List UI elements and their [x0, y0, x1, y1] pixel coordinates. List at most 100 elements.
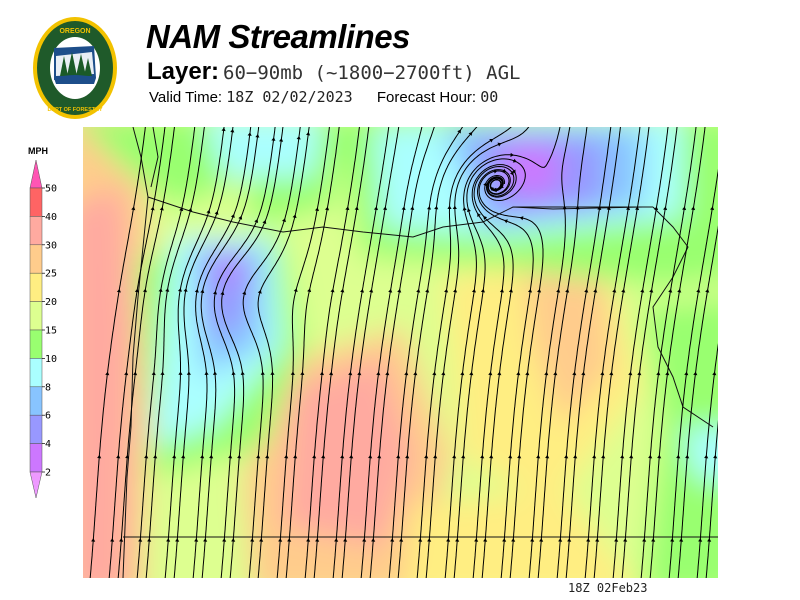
- streamline-arrowhead: [477, 213, 481, 218]
- streamline-arrowhead: [329, 371, 334, 376]
- streamline-arrowhead: [592, 454, 597, 459]
- forecast-hour-value: 00: [480, 88, 499, 106]
- streamline-arrowhead: [480, 288, 485, 293]
- streamline: [313, 127, 370, 578]
- streamline: [473, 165, 515, 578]
- streamline-arrowhead: [271, 137, 276, 141]
- streamline-arrowhead: [314, 207, 320, 212]
- streamline-arrowhead: [712, 371, 717, 376]
- streamline-arrowhead: [626, 206, 631, 211]
- streamline-arrowhead: [684, 371, 689, 376]
- streamline-arrowhead: [457, 129, 461, 134]
- streamline-arrowhead: [231, 371, 236, 376]
- streamline-arrowhead: [270, 371, 275, 375]
- streamline-arrowhead: [537, 288, 542, 293]
- streamline: [476, 169, 534, 578]
- streamline-arrowhead: [710, 206, 715, 211]
- streamline: [565, 127, 621, 578]
- streamline-arrowhead: [530, 538, 535, 542]
- layer-line: Layer: 60−90mb (~1800−2700ft) AGL: [147, 58, 520, 86]
- legend-band: [29, 386, 43, 416]
- legend-unit: MPH: [28, 146, 48, 156]
- streamline: [705, 419, 718, 578]
- streamline-arrowhead: [508, 454, 513, 459]
- streamline-arrowhead: [480, 454, 485, 459]
- streamline-arrowhead: [343, 538, 348, 542]
- streamline-arrowhead: [315, 538, 320, 542]
- streamline-arrowhead: [377, 454, 382, 459]
- streamline-map: [83, 127, 718, 578]
- streamline-arrowhead: [468, 131, 473, 136]
- oregon-department-of-forestry-logo: OREGON DEPT OF FORESTRY: [33, 17, 117, 119]
- streamline: [593, 127, 650, 578]
- streamline-arrowhead: [334, 538, 339, 542]
- streamline-arrowhead: [586, 538, 591, 542]
- streamline-arrowhead: [206, 209, 211, 214]
- streamline-arrowhead: [321, 454, 326, 459]
- wind-speed-region: [206, 127, 322, 177]
- streamline: [425, 127, 530, 578]
- streamline-arrowhead: [614, 538, 619, 542]
- legend-band: [29, 244, 43, 274]
- streamline: [612, 127, 669, 578]
- streamline-arrowhead: [194, 288, 199, 293]
- streamline-arrowhead: [489, 454, 494, 459]
- streamline: [388, 127, 464, 578]
- streamline: [453, 158, 526, 578]
- streamline-arrowhead: [293, 288, 298, 293]
- streamline-arrowhead: [279, 138, 284, 142]
- streamline-arrowhead: [600, 371, 605, 376]
- streamline-arrowhead: [474, 538, 479, 542]
- streamline-arrowhead: [91, 538, 96, 542]
- streamline-arrowhead: [144, 454, 149, 459]
- streamline-arrowhead: [290, 371, 295, 375]
- streamline-arrowhead: [362, 538, 367, 542]
- streamline-arrowhead: [158, 288, 163, 292]
- legend-band: [29, 301, 43, 331]
- streamline-arrowhead: [390, 538, 395, 542]
- streamline-arrowhead: [368, 454, 373, 459]
- streamline: [108, 127, 166, 578]
- streamline-arrowhead: [483, 216, 488, 220]
- streamline-arrowhead: [510, 152, 514, 157]
- streamline-arrowhead: [572, 371, 577, 376]
- legend-band: [29, 329, 43, 359]
- streamline-arrowhead: [238, 215, 243, 220]
- streamline-arrowhead: [461, 454, 466, 459]
- streamline: [332, 127, 390, 578]
- streamline-arrowhead: [452, 454, 457, 459]
- streamline-arrowhead: [159, 206, 164, 211]
- streamline-arrowhead: [606, 206, 611, 211]
- streamline-arrowhead: [307, 288, 312, 293]
- streamline-arrowhead: [265, 454, 270, 459]
- streamline-arrowhead: [512, 158, 517, 163]
- streamline: [668, 168, 718, 578]
- streamline-arrowhead: [399, 538, 404, 542]
- streamline-arrowhead: [200, 289, 205, 294]
- streamline-arrowhead: [188, 207, 193, 212]
- legend-tick-label: 30: [45, 240, 57, 251]
- streamline-arrowhead: [433, 454, 438, 459]
- streamline-arrowhead: [360, 288, 365, 293]
- streamline-arrowhead: [628, 371, 633, 376]
- legend-band: [29, 216, 43, 246]
- streamline-arrowhead: [213, 371, 218, 376]
- streamline: [285, 127, 340, 578]
- streamline-arrowhead: [663, 206, 668, 211]
- streamline-arrowhead: [705, 288, 710, 293]
- streamline: [136, 127, 196, 578]
- wind-speed-region: [643, 299, 718, 578]
- streamline-arrowhead: [306, 131, 311, 136]
- streamline-arrowhead: [345, 206, 350, 211]
- streamline-arrowhead: [116, 454, 121, 459]
- streamline-arrowhead: [153, 454, 158, 459]
- streamline-arrowhead: [489, 138, 494, 143]
- streamline-arrowhead: [682, 206, 687, 211]
- streamline-arrowhead: [509, 171, 514, 176]
- streamline-arrowhead: [497, 142, 502, 147]
- legend-tick-label: 2: [45, 468, 51, 479]
- streamline-arrowhead: [312, 454, 317, 459]
- streamline-arrowhead: [488, 371, 493, 376]
- streamline-arrowhead: [642, 538, 647, 542]
- streamline-arrowhead: [388, 288, 393, 293]
